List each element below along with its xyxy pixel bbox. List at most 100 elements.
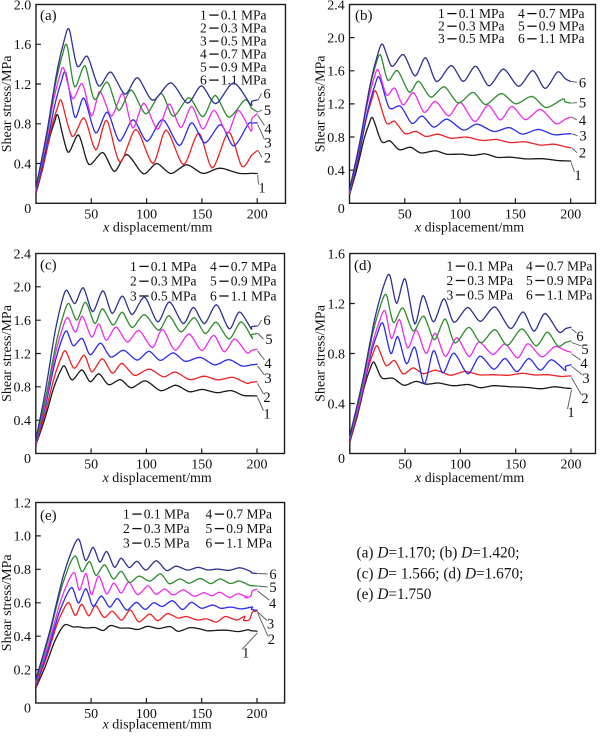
svg-text:0.8: 0.8	[14, 381, 32, 396]
svg-text:0.8: 0.8	[328, 347, 346, 362]
svg-text:0: 0	[338, 452, 345, 467]
svg-text:1: 1	[574, 168, 581, 184]
svg-text:x displacement/mm: x displacement/mm	[414, 221, 524, 236]
svg-text:6: 6	[263, 87, 270, 103]
svg-text:4: 4	[206, 507, 213, 522]
svg-text:5: 5	[206, 521, 213, 536]
svg-text:0: 0	[24, 702, 31, 717]
svg-text:(d): (d)	[354, 258, 372, 274]
svg-text:3: 3	[579, 129, 586, 145]
svg-text:0.8: 0.8	[14, 118, 32, 133]
svg-text:(e) D=1.750: (e) D=1.750	[357, 586, 432, 603]
svg-text:3: 3	[438, 31, 445, 46]
svg-text:1.2: 1.2	[14, 347, 32, 362]
svg-text:1: 1	[123, 507, 130, 522]
svg-text:4: 4	[579, 113, 587, 129]
svg-text:1: 1	[263, 407, 270, 423]
svg-text:3: 3	[264, 371, 271, 387]
svg-text:0.1 MPa: 0.1 MPa	[151, 259, 197, 274]
svg-text:Shear stress/MPa: Shear stress/MPa	[314, 55, 329, 153]
svg-text:6: 6	[263, 313, 270, 329]
svg-text:50: 50	[398, 458, 412, 473]
svg-text:Shear stress/MPa: Shear stress/MPa	[0, 554, 15, 652]
svg-text:0.8: 0.8	[327, 131, 345, 146]
svg-text:5: 5	[269, 580, 276, 596]
svg-text:2: 2	[130, 274, 137, 289]
svg-text:6: 6	[526, 287, 533, 302]
svg-text:0.5 MPa: 0.5 MPa	[459, 31, 505, 46]
svg-text:0: 0	[24, 452, 31, 467]
svg-text:0.6: 0.6	[14, 597, 32, 612]
svg-text:1.0: 1.0	[14, 530, 32, 545]
svg-text:1.1 MPa: 1.1 MPa	[547, 287, 593, 302]
svg-text:1.2: 1.2	[327, 98, 345, 113]
svg-text:4: 4	[210, 259, 217, 274]
svg-text:x displacement/mm: x displacement/mm	[102, 718, 212, 733]
svg-text:0.1 MPa: 0.1 MPa	[467, 259, 513, 274]
svg-text:0.7 MPa: 0.7 MPa	[231, 259, 277, 274]
svg-text:2: 2	[263, 390, 270, 406]
svg-text:3: 3	[123, 536, 130, 551]
svg-text:1.2: 1.2	[14, 78, 32, 93]
svg-text:0.4: 0.4	[328, 397, 346, 412]
svg-text:(c): (c)	[40, 257, 57, 273]
svg-text:0.8: 0.8	[14, 563, 32, 578]
svg-text:1.6: 1.6	[14, 314, 32, 329]
svg-text:0.7 MPa: 0.7 MPa	[226, 507, 272, 522]
svg-text:0.5 MPa: 0.5 MPa	[151, 288, 197, 303]
svg-text:0.7 MPa: 0.7 MPa	[547, 259, 593, 274]
svg-text:2: 2	[579, 146, 586, 162]
svg-text:3: 3	[130, 288, 137, 303]
svg-text:2: 2	[264, 151, 271, 167]
svg-text:0.3 MPa: 0.3 MPa	[467, 273, 513, 288]
svg-text:6: 6	[518, 31, 525, 46]
svg-text:2: 2	[447, 273, 454, 288]
svg-text:1.2: 1.2	[328, 297, 346, 312]
svg-text:0.9 MPa: 0.9 MPa	[226, 521, 272, 536]
svg-text:5: 5	[210, 274, 217, 289]
svg-text:0: 0	[338, 202, 345, 217]
svg-text:4: 4	[264, 356, 272, 372]
svg-text:1.1 MPa: 1.1 MPa	[226, 536, 272, 551]
svg-text:50: 50	[398, 207, 412, 222]
svg-text:200: 200	[560, 207, 581, 222]
svg-text:50: 50	[84, 707, 98, 722]
svg-text:1: 1	[130, 259, 137, 274]
svg-text:0.4: 0.4	[14, 414, 32, 429]
svg-text:x displacement/mm: x displacement/mm	[102, 221, 212, 236]
svg-text:0.5 MPa: 0.5 MPa	[467, 287, 513, 302]
svg-text:0.4: 0.4	[14, 630, 32, 645]
svg-text:5: 5	[526, 273, 533, 288]
svg-text:1.6: 1.6	[328, 247, 346, 262]
svg-text:5: 5	[265, 332, 272, 348]
svg-text:Shear stress/MPa: Shear stress/MPa	[0, 304, 15, 402]
svg-text:4: 4	[526, 259, 533, 274]
svg-text:2: 2	[581, 391, 588, 407]
svg-text:(c) D= 1.566; (d) D=1.670;: (c) D= 1.566; (d) D=1.670;	[357, 565, 524, 582]
svg-text:2: 2	[268, 632, 275, 648]
svg-text:6: 6	[206, 536, 213, 551]
svg-text:200: 200	[247, 207, 268, 222]
svg-text:2: 2	[123, 521, 130, 536]
svg-text:0: 0	[24, 202, 31, 217]
svg-text:Shear stress/MPa: Shear stress/MPa	[0, 55, 15, 153]
svg-text:0.4: 0.4	[327, 164, 345, 179]
svg-text:200: 200	[247, 707, 268, 722]
svg-text:4: 4	[580, 356, 588, 372]
svg-text:0.1 MPa: 0.1 MPa	[144, 507, 190, 522]
svg-text:1: 1	[258, 181, 265, 197]
svg-text:6: 6	[579, 75, 586, 91]
svg-text:x displacement/mm: x displacement/mm	[102, 471, 212, 486]
svg-text:1.6: 1.6	[14, 38, 32, 53]
svg-text:(a) D=1.170; (b) D=1.420;: (a) D=1.170; (b) D=1.420;	[357, 545, 520, 562]
svg-text:(b): (b)	[355, 8, 373, 24]
svg-text:1: 1	[447, 259, 454, 274]
svg-text:3: 3	[582, 371, 589, 387]
svg-text:1.6: 1.6	[327, 65, 345, 80]
svg-text:0.2: 0.2	[14, 663, 32, 678]
svg-text:3: 3	[447, 287, 454, 302]
svg-text:(e): (e)	[40, 508, 57, 524]
svg-text:5: 5	[579, 96, 586, 112]
svg-text:2.4: 2.4	[14, 247, 32, 262]
svg-text:1.1 MPa: 1.1 MPa	[539, 31, 585, 46]
